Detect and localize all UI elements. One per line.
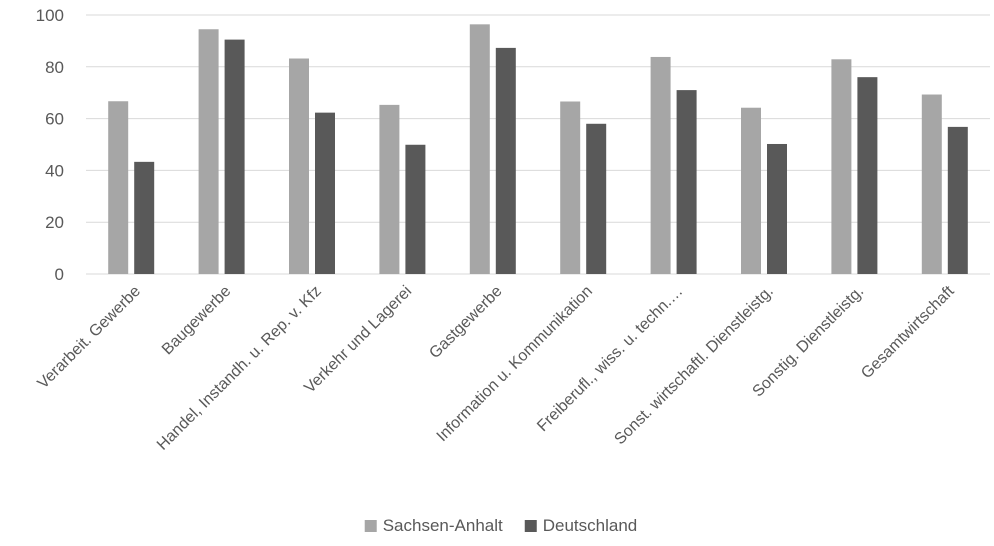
x-tick-label: Gastgewerbe bbox=[426, 283, 505, 362]
legend-label: Sachsen-Anhalt bbox=[383, 516, 503, 535]
x-tick-label: Sonst. wirtschaftl. Dienstleistg. bbox=[611, 283, 776, 448]
x-tick-label: Freiberufl., wiss. u. techn.… bbox=[534, 283, 686, 435]
bar-deutschland bbox=[495, 47, 516, 274]
bar-deutschland bbox=[767, 143, 787, 274]
y-tick-label: 80 bbox=[45, 58, 64, 77]
y-tick-label: 40 bbox=[45, 161, 64, 180]
bar-deutschland bbox=[224, 39, 245, 275]
bar-sachsen-anhalt bbox=[379, 104, 400, 274]
y-tick-label: 100 bbox=[36, 6, 64, 25]
x-tick-label: Verarbeit. Gewerbe bbox=[35, 283, 145, 393]
bar-deutschland bbox=[134, 161, 155, 274]
bar-deutschland bbox=[947, 126, 968, 274]
bar-sachsen-anhalt bbox=[289, 58, 309, 275]
legend-swatch bbox=[524, 520, 537, 532]
x-tick-label: Baugewerbe bbox=[159, 283, 235, 359]
y-tick-label: 60 bbox=[45, 110, 64, 129]
x-tick-label: Information u. Kommunikation bbox=[434, 283, 596, 445]
bar-sachsen-anhalt bbox=[108, 101, 129, 274]
bar-sachsen-anhalt bbox=[560, 101, 581, 274]
bar-sachsen-anhalt bbox=[198, 29, 219, 275]
x-tick-label: Gesamtwirtschaft bbox=[858, 282, 958, 382]
y-tick-label: 20 bbox=[45, 213, 64, 232]
gridlines bbox=[86, 14, 990, 275]
bar-deutschland bbox=[857, 77, 878, 274]
y-tick-label: 0 bbox=[55, 265, 64, 284]
bar-deutschland bbox=[586, 123, 607, 274]
bar-deutschland bbox=[676, 90, 697, 274]
bar-deutschland bbox=[405, 144, 426, 274]
legend-label: Deutschland bbox=[543, 516, 638, 535]
bar-sachsen-anhalt bbox=[831, 59, 852, 274]
bar-sachsen-anhalt bbox=[921, 94, 942, 274]
legend-swatch bbox=[364, 520, 377, 532]
bar-deutschland bbox=[315, 112, 335, 274]
bar-sachsen-anhalt bbox=[650, 56, 671, 274]
bar-sachsen-anhalt bbox=[741, 107, 761, 274]
bar-sachsen-anhalt bbox=[469, 24, 490, 274]
y-axis-tick-labels: 0 20 40 60 80 100 bbox=[36, 6, 64, 284]
legend: Sachsen-Anhalt Deutschland bbox=[364, 516, 638, 535]
bars bbox=[108, 24, 968, 275]
x-tick-label: Handel, Instandh. u. Rep. v. Kfz bbox=[154, 283, 325, 454]
